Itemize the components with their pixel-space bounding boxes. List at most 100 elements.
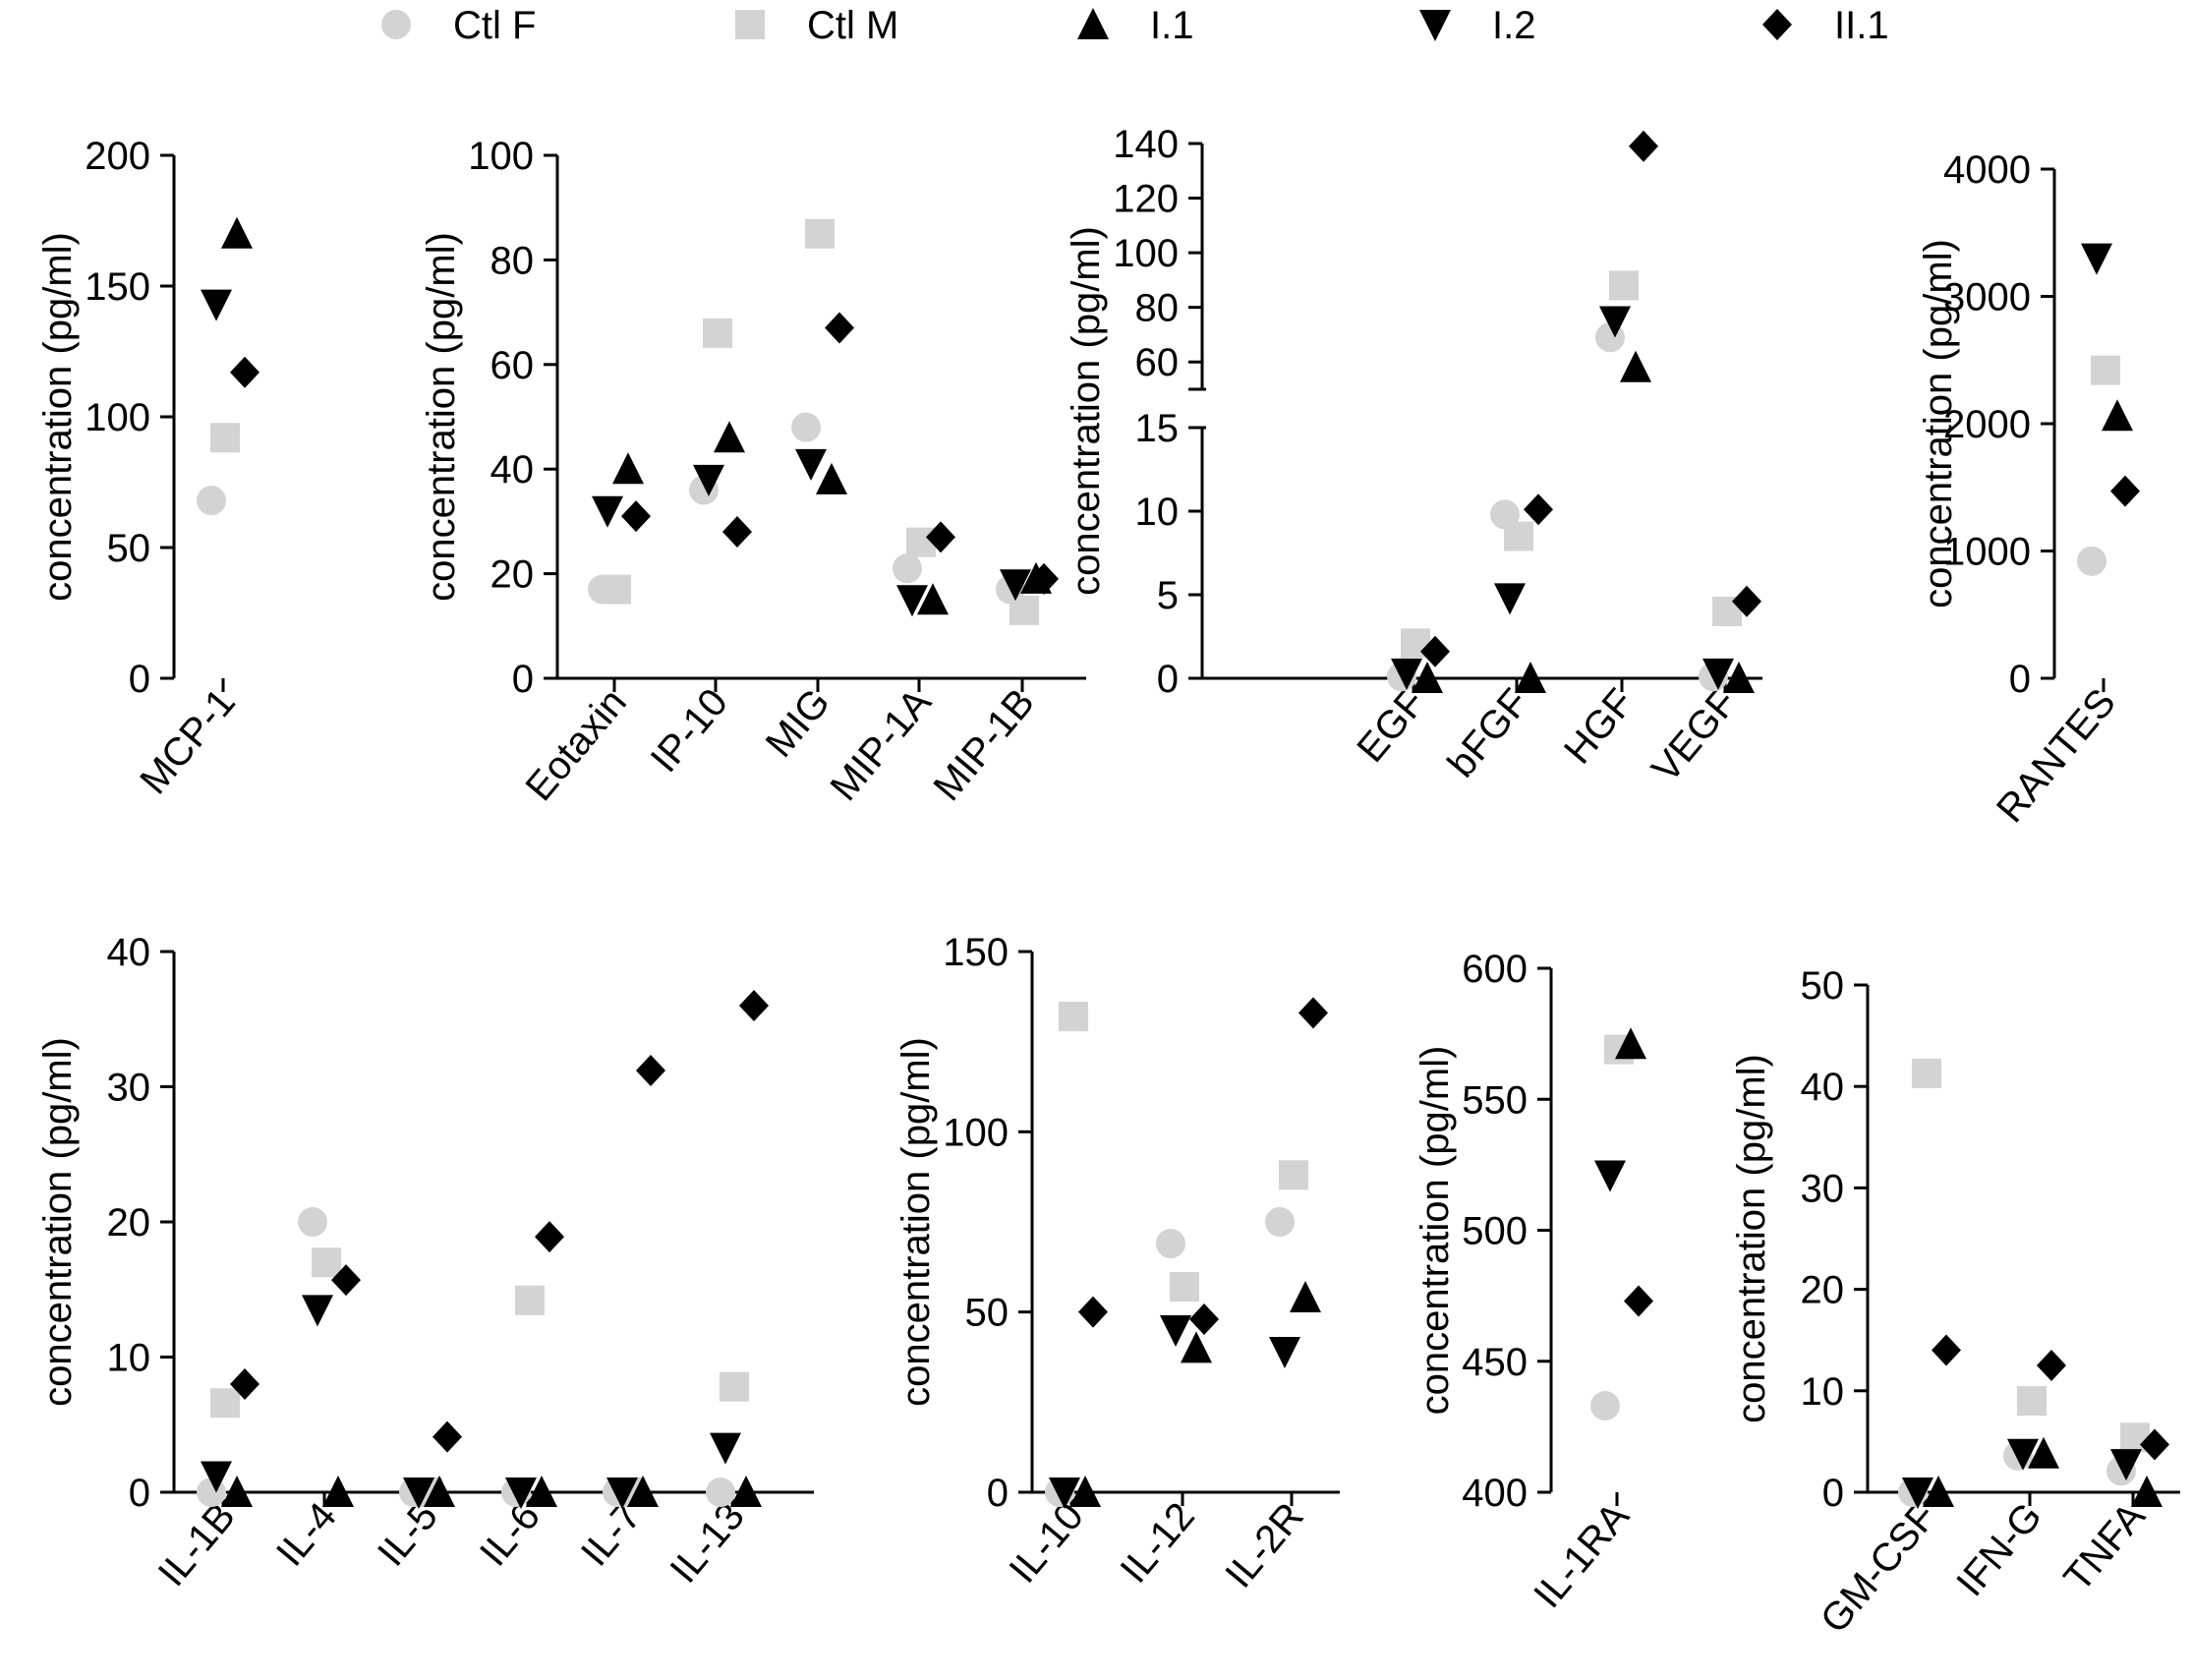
y-tick-label: 40 [107, 931, 151, 974]
data-point [2081, 243, 2112, 275]
data-point [1078, 1296, 1108, 1328]
data-point [2007, 1438, 2039, 1471]
y-tick-label: 80 [490, 239, 535, 282]
data-point [805, 218, 835, 249]
y-tick-label: 3000 [1943, 276, 2031, 319]
data-point [893, 553, 922, 584]
data-point [535, 1221, 564, 1253]
data-point [201, 1461, 232, 1493]
y-tick-label: 60 [1135, 341, 1180, 384]
y-tick-label: 1000 [1943, 531, 2031, 574]
y-tick-label: 100 [468, 135, 534, 178]
data-point [592, 495, 623, 528]
data-point [1620, 350, 1651, 382]
y-tick-label: 40 [490, 448, 535, 492]
data-point [627, 1476, 659, 1507]
data-point [322, 1476, 354, 1507]
data-point [1515, 662, 1546, 693]
y-tick-label: 60 [490, 344, 535, 387]
data-point [331, 1264, 361, 1297]
data-point [1049, 1477, 1080, 1509]
data-point [1059, 1002, 1088, 1031]
x-category-label: MIP-1B [925, 681, 1042, 809]
data-point [795, 448, 827, 481]
y-tick-label: 200 [85, 135, 150, 178]
data-point [201, 289, 232, 321]
data-point [1524, 493, 1553, 526]
y-tick-label: 0 [512, 658, 534, 701]
x-category-label: VEGF [1644, 681, 1746, 791]
y-tick-label: 450 [1462, 1341, 1528, 1384]
x-category-label: HGF [1556, 681, 1643, 773]
data-point [2110, 1449, 2142, 1481]
x-category-label: EGF [1349, 681, 1434, 771]
y-tick-label: 10 [1135, 491, 1180, 534]
y-tick-label: 80 [1135, 287, 1180, 330]
data-point [298, 1207, 327, 1237]
legend-marker-i-2 [1419, 10, 1451, 41]
data-point [505, 1477, 537, 1509]
y-axis-title: concentration (pg/ml) [420, 232, 463, 602]
legend-marker-ctl-m [735, 10, 765, 39]
legend-label: II.1 [1834, 4, 1889, 47]
y-tick-label: 15 [1135, 407, 1180, 450]
x-category-label: IFN-G [1948, 1495, 2050, 1605]
data-point [1069, 1476, 1101, 1507]
chart-panel: 0 20 40 60 80 100 concentration (pg/ml) Eotaxin… [420, 135, 1086, 809]
data-point [1009, 595, 1039, 625]
data-point [825, 312, 854, 344]
y-tick-label: 30 [1801, 1167, 1845, 1210]
data-point [210, 423, 240, 453]
data-point [2102, 399, 2133, 432]
y-tick-label: 600 [1462, 948, 1528, 991]
data-point [1181, 1331, 1212, 1363]
y-tick-label: 50 [965, 1292, 1009, 1335]
data-point [706, 1477, 735, 1507]
y-tick-label: 120 [1113, 178, 1179, 221]
x-category-label: TNFA [2055, 1494, 2154, 1599]
data-point [1599, 306, 1631, 338]
data-point [710, 1432, 741, 1465]
data-point [1189, 1303, 1219, 1335]
data-point [2091, 355, 2120, 385]
data-point [221, 1476, 253, 1507]
data-point [1629, 130, 1658, 162]
x-category-label: IP-10 [643, 681, 736, 782]
legend-label: I.2 [1492, 4, 1535, 47]
y-axis-title: concentration (pg/ml) [36, 1037, 80, 1407]
data-point [722, 516, 752, 549]
data-point [2037, 1350, 2066, 1381]
x-category-label: GM-CSF [1813, 1495, 1945, 1642]
y-tick-label: 0 [1822, 1472, 1844, 1515]
data-point [1265, 1207, 1295, 1237]
data-point [1609, 270, 1639, 301]
y-tick-label: 5 [1157, 574, 1179, 617]
x-category-label: Eotaxin [517, 681, 634, 809]
data-point [1391, 658, 1422, 690]
data-point [2140, 1428, 2169, 1461]
legend-label: I.1 [1150, 4, 1193, 47]
data-point [403, 1477, 434, 1509]
data-point [1000, 569, 1031, 602]
data-point [1615, 1027, 1646, 1060]
data-point [210, 1388, 240, 1419]
data-point [230, 356, 260, 388]
data-point [1160, 1315, 1191, 1347]
y-tick-label: 0 [129, 1472, 150, 1515]
chart-panel: 400 450 500 550 600 concentration (pg/ml) IL-1… [1413, 948, 1653, 1616]
data-point [221, 216, 253, 249]
data-point [1029, 562, 1059, 595]
data-point [1723, 662, 1755, 693]
data-point [424, 1476, 455, 1507]
legend: Ctl F Ctl M I.1 I.2 II.1 [381, 4, 1889, 47]
data-point [1279, 1160, 1308, 1190]
x-category-label: bFGF [1439, 681, 1536, 786]
legend-marker-i-1 [1077, 8, 1109, 39]
y-tick-label: 0 [1157, 658, 1179, 701]
data-point [791, 412, 821, 442]
y-axis-title: concentration (pg/ml) [1413, 1046, 1457, 1416]
y-tick-label: 400 [1462, 1472, 1528, 1515]
chart-panel: 0 5 10 15 60 80 100 120 140 concentration (pg/ml)… [1065, 123, 1762, 790]
